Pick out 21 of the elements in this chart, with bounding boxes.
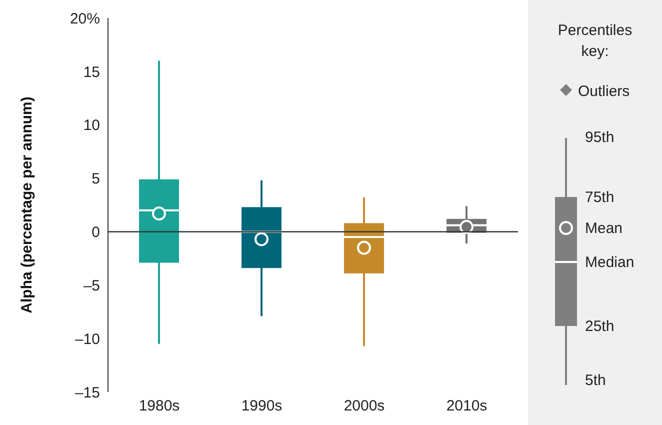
text: Mean <box>585 220 623 237</box>
text: 95th <box>585 129 614 146</box>
text: 75th <box>585 189 614 206</box>
y-tick-label: 20% <box>70 10 100 28</box>
text: 25th <box>585 318 614 335</box>
text: Outliers <box>578 83 630 100</box>
y-tick-label: –5 <box>83 277 100 294</box>
y-tick-label: –15 <box>74 384 100 402</box>
y-tick-label: 5 <box>92 170 100 188</box>
y-tick-label: 0 <box>92 224 100 242</box>
text: Percentiles key: <box>556 21 634 62</box>
x-tick-label: 1990s <box>241 398 282 415</box>
y-tick-label: 10 <box>83 117 100 134</box>
x-tick-label: 2000s <box>344 398 385 415</box>
x-tick-label: 2010s <box>446 398 488 415</box>
y-axis-title: Alpha (percentage per annum) <box>18 96 36 314</box>
text: 5th <box>585 372 606 389</box>
y-tick-label: –10 <box>74 330 100 348</box>
x-tick-label: 1980s <box>138 398 180 415</box>
text: Median <box>585 254 634 271</box>
y-tick-label: 15 <box>83 64 100 81</box>
